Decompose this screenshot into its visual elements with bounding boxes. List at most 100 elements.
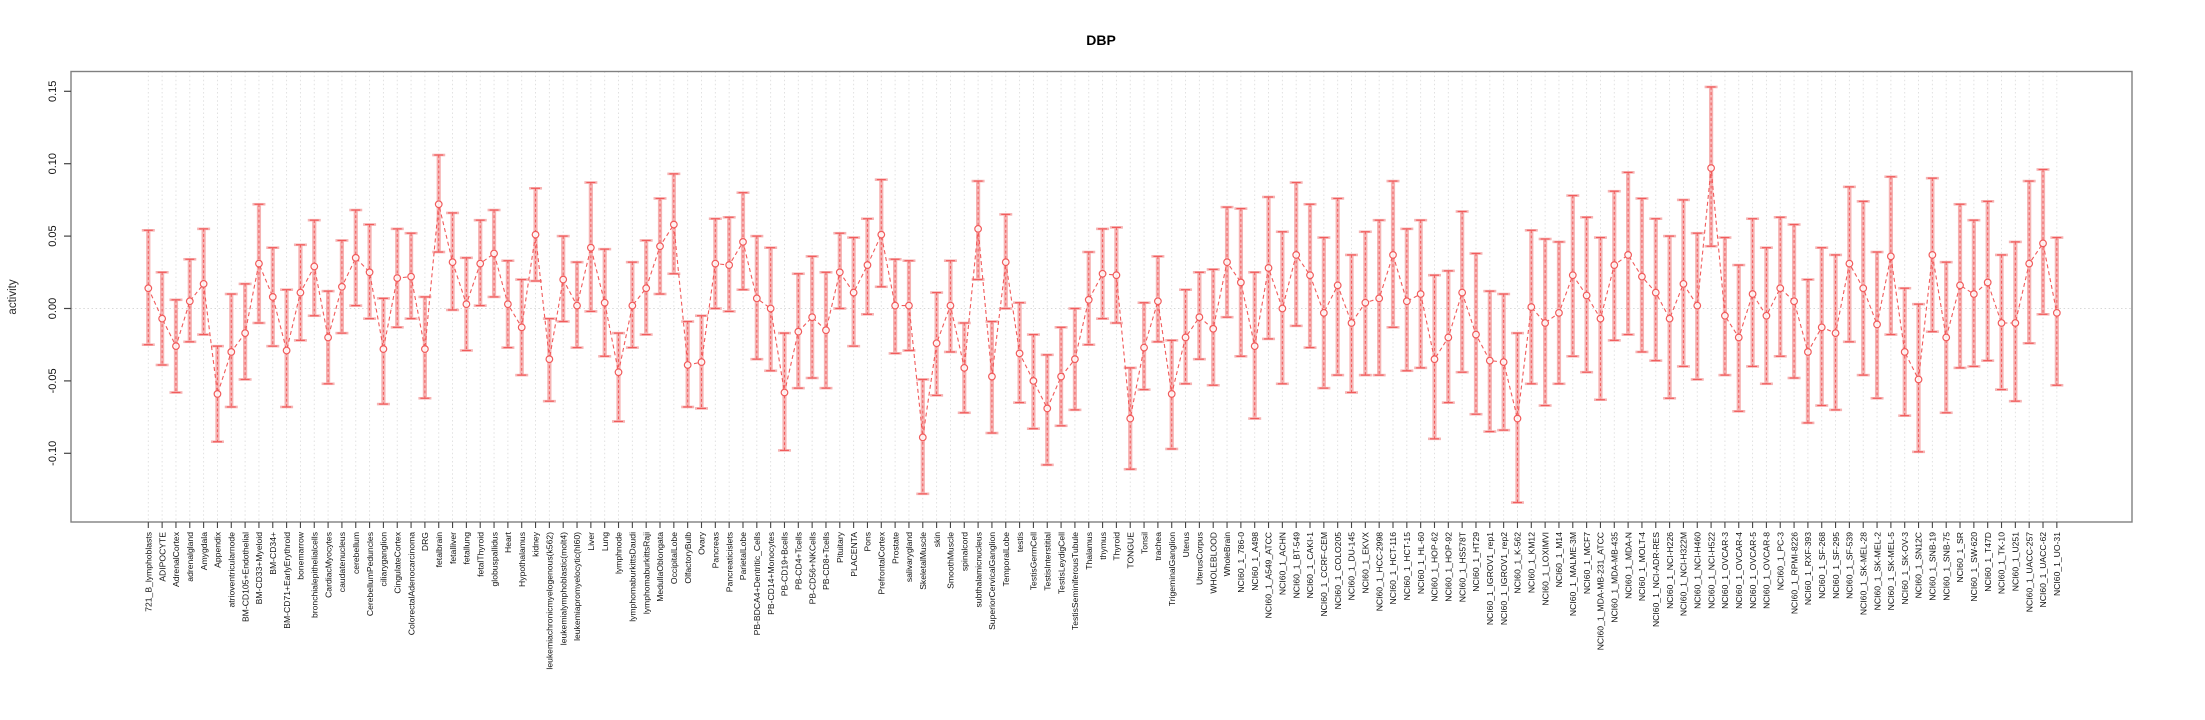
x-tick-label: NCI60_1_ACHN bbox=[1278, 532, 1288, 595]
y-tick-label: 0.05 bbox=[47, 225, 59, 246]
x-tick-label: NCI60_1_OVCAR-4 bbox=[1734, 532, 1744, 609]
x-tick-label: NCI60_1_HCT-116 bbox=[1388, 532, 1398, 605]
x-tick-label: Pituitary bbox=[835, 531, 845, 563]
point-marker bbox=[2025, 259, 2034, 268]
chart-title: DBP bbox=[1086, 32, 1116, 48]
point-marker bbox=[752, 294, 761, 303]
point-marker bbox=[905, 301, 913, 310]
point-marker bbox=[1900, 348, 1909, 356]
x-tick-label: CardiacMyocytes bbox=[323, 532, 333, 598]
x-tick-label: lymphomaburkittsRaji bbox=[641, 532, 651, 614]
x-tick-label: NCI60_1_K-562 bbox=[1513, 532, 1523, 594]
x-tick-label: NCI60_1_SW-620 bbox=[1969, 532, 1979, 602]
point-marker bbox=[725, 261, 734, 269]
point-marker bbox=[835, 268, 844, 277]
y-axis-title: activity bbox=[7, 279, 19, 314]
x-tick-label: adrenalgland bbox=[185, 532, 195, 582]
point-marker bbox=[1264, 264, 1273, 272]
x-tick-label: NCI60_1_T47D bbox=[1983, 532, 1993, 592]
point-marker bbox=[1665, 314, 1674, 323]
point-marker bbox=[877, 230, 886, 239]
point-marker bbox=[434, 200, 443, 209]
x-tick-label: NCI60_1_SK-MEL-28 bbox=[1858, 532, 1868, 615]
point-marker bbox=[808, 313, 817, 322]
point-marker bbox=[1333, 281, 1342, 290]
x-tick-label: NCI60_1_UO-31 bbox=[2052, 532, 2062, 596]
x-tick-label: NCI60_1_A498 bbox=[1250, 532, 1260, 591]
x-tick-label: TemporalLobe bbox=[1001, 532, 1011, 587]
point-marker bbox=[1499, 358, 1508, 366]
point-marker bbox=[1015, 349, 1024, 358]
x-tick-label: globuspallidus bbox=[489, 532, 499, 586]
point-marker bbox=[1679, 279, 1688, 288]
point-marker bbox=[780, 388, 789, 397]
x-tick-label: NCI60_1_HCT-15 bbox=[1402, 532, 1412, 601]
x-tick-label: 721_B_lymphoblasts bbox=[144, 532, 154, 612]
point-marker bbox=[1928, 251, 1937, 259]
x-tick-label: TrigeminalGanglion bbox=[1167, 532, 1177, 606]
x-tick-label: kidney bbox=[531, 531, 541, 557]
point-marker bbox=[1029, 377, 1038, 385]
point-marker bbox=[1361, 298, 1370, 307]
point-marker bbox=[1057, 372, 1065, 381]
point-marker bbox=[822, 326, 830, 335]
x-tick-label: Appendix bbox=[213, 531, 223, 568]
x-tick-label: fetalliver bbox=[448, 532, 458, 564]
x-tick-label: NCI60_1_CCRF-CEM bbox=[1319, 532, 1329, 617]
x-tick-label: NCI60_1_RPMI-8226 bbox=[1789, 532, 1799, 614]
x-tick-label: NCI60_1_NCI-H322M bbox=[1679, 532, 1689, 616]
x-tick-label: PB-CD8+Tcells bbox=[821, 532, 831, 590]
x-tick-label: caudatenucleus bbox=[337, 532, 347, 592]
point-marker bbox=[1596, 314, 1605, 323]
x-tick-label: NCI60_1_OVCAR-3 bbox=[1720, 532, 1730, 609]
x-tick-label: Uterus bbox=[1181, 532, 1191, 557]
point-marker bbox=[1472, 330, 1480, 339]
x-tick-label: NCI60_1_MOLT-4 bbox=[1637, 532, 1647, 601]
point-marker bbox=[1845, 259, 1854, 268]
x-tick-label: SkeletalMuscle bbox=[918, 532, 928, 590]
x-tick-label: NCI60_1_U251 bbox=[2011, 532, 2021, 591]
x-tick-label: NCI60_1_HS578T bbox=[1457, 531, 1467, 602]
y-tick-label: 0.15 bbox=[47, 81, 59, 102]
x-tick-label: PrefrontalCortex bbox=[876, 531, 886, 594]
x-tick-label: NCI60_1_LOXIMVI bbox=[1540, 532, 1550, 606]
point-marker bbox=[351, 253, 360, 262]
x-tick-label: NCI60_1_COLO205 bbox=[1333, 532, 1343, 610]
point-marker bbox=[1568, 271, 1577, 280]
point-marker bbox=[1693, 301, 1702, 310]
point-marker bbox=[1734, 333, 1743, 342]
x-tick-label: bronchialepithelialcells bbox=[309, 532, 319, 618]
x-tick-label: cerebellum bbox=[351, 532, 361, 574]
x-tick-label: NCI60_1_SN12C bbox=[1914, 532, 1924, 598]
point-marker bbox=[1803, 348, 1812, 356]
x-tick-label: NCI60_1_MCF7 bbox=[1582, 532, 1592, 594]
x-tick-label: Thalamus bbox=[1084, 532, 1094, 570]
error-bar bbox=[612, 331, 626, 423]
point-marker bbox=[227, 348, 236, 356]
x-tick-label: subthalamicnucleus bbox=[973, 532, 983, 607]
point-marker bbox=[600, 298, 609, 307]
point-marker bbox=[711, 259, 720, 268]
point-marker bbox=[863, 261, 872, 269]
point-marker bbox=[1873, 320, 1881, 329]
point-marker bbox=[255, 259, 263, 268]
x-tick-label: NCI60_1_SNB-75 bbox=[1941, 532, 1951, 601]
x-tick-label: NCI60_1_MALME-3M bbox=[1568, 532, 1578, 616]
point-marker bbox=[1942, 333, 1951, 342]
x-tick-label: Pons bbox=[863, 532, 873, 552]
point-marker bbox=[213, 390, 222, 398]
point-marker bbox=[1250, 342, 1259, 351]
x-tick-label: TestisLeydigCell bbox=[1056, 532, 1066, 594]
point-marker bbox=[559, 275, 568, 284]
x-tick-label: skin bbox=[932, 532, 942, 548]
point-marker bbox=[1624, 251, 1633, 259]
x-tick-label: PB-CD56+NKCells bbox=[807, 532, 817, 604]
point-marker bbox=[960, 363, 969, 372]
point-marker bbox=[1790, 297, 1798, 306]
x-tick-label: Pancreaticislets bbox=[724, 532, 734, 592]
point-marker bbox=[2039, 239, 2047, 248]
x-tick-label: bonemarrow bbox=[296, 531, 306, 580]
x-tick-label: Amygdala bbox=[199, 532, 209, 570]
x-tick-label: TestisInterstitial bbox=[1042, 532, 1052, 591]
